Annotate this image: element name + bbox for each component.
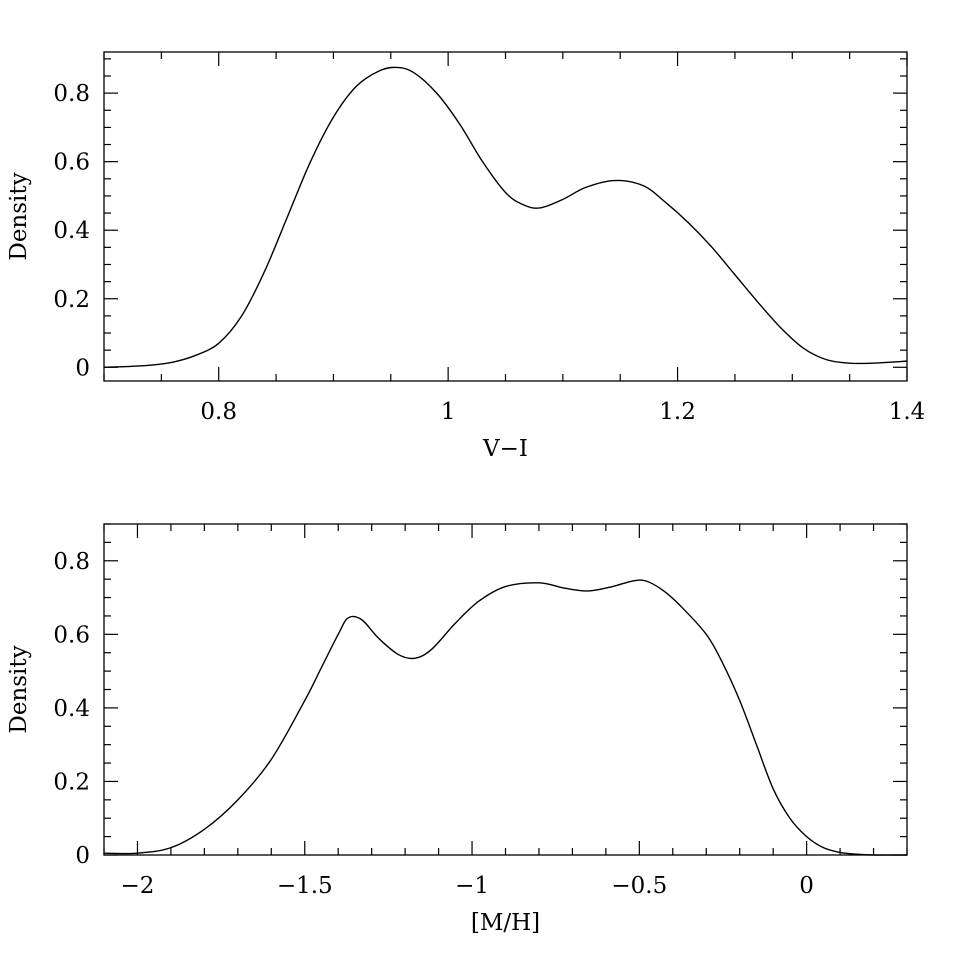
chart-0-density-curve-0 <box>103 66 908 368</box>
chart-0-x-axis-label: V−I <box>482 436 528 462</box>
chart-1-y-tick-label: 0.8 <box>53 549 90 575</box>
chart-0-y-tick-label: 0.4 <box>53 218 90 244</box>
chart-1-density-curve-0 <box>103 579 908 856</box>
chart-1-plot-frame <box>103 523 908 856</box>
chart-0-x-tick-label: 1.2 <box>659 399 696 425</box>
chart-0-y-tick-label: 0.6 <box>53 150 90 176</box>
chart-0-x-tick-label: 1.4 <box>889 399 926 425</box>
chart-1-y-tick-label: 0.2 <box>53 769 90 795</box>
chart-0-x-tick-label: 0.8 <box>200 399 237 425</box>
bottom-panel-mh: −2 −1.5 −1 −0.5 0 0 0.2 0.4 0.6 0.8 [M/H] Density <box>6 523 908 936</box>
top-panel-vi: 0.8 1 1.2 1.4 0 0.2 0.4 0.6 0.8 V−I Density <box>6 51 926 462</box>
chart-1-x-tick-label: 0 <box>799 873 814 899</box>
chart-0-x-tick-label: 1 <box>441 399 456 425</box>
chart-1-y-axis-label: Density <box>6 645 32 733</box>
chart-1-y-tick-label: 0.4 <box>53 696 90 722</box>
chart-1-y-tick-label: 0 <box>75 843 90 869</box>
chart-1-x-axis-label: [M/H] <box>471 910 540 936</box>
chart-1-x-tick-label: −0.5 <box>611 873 667 899</box>
chart-1-x-tick-label: −1 <box>455 873 489 899</box>
chart-1-y-tick-label: 0.6 <box>53 622 90 648</box>
chart-1-x-tick-label: −1.5 <box>277 873 333 899</box>
chart-0-y-tick-label: 0 <box>75 355 90 381</box>
chart-0-y-tick-label: 0.8 <box>53 81 90 107</box>
chart-0-y-tick-label: 0.2 <box>53 287 90 313</box>
chart-0-y-axis-label: Density <box>6 172 32 260</box>
chart-1-x-tick-label: −2 <box>121 873 155 899</box>
chart-0-plot-frame <box>103 51 908 382</box>
